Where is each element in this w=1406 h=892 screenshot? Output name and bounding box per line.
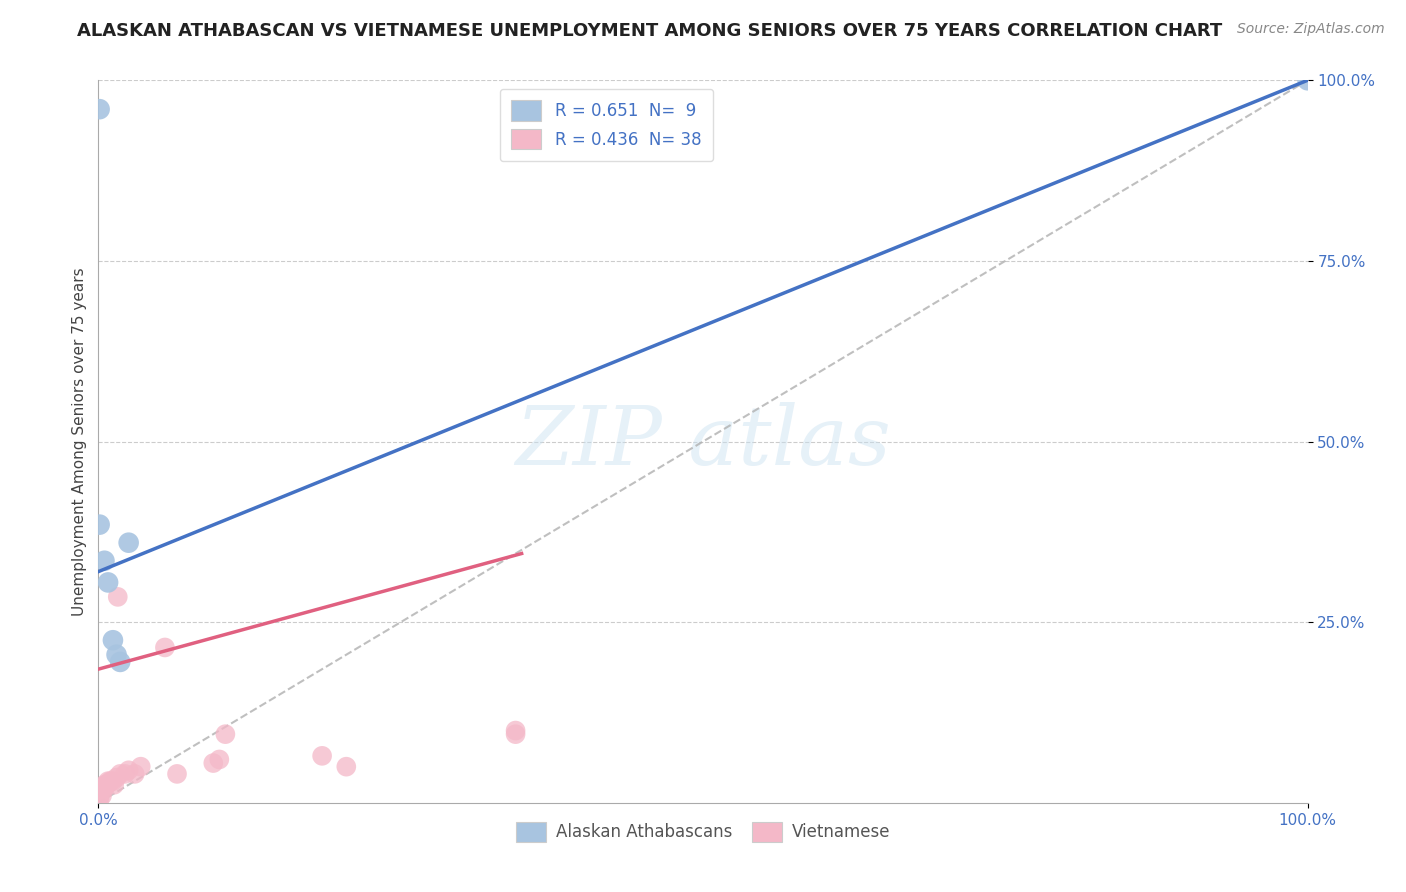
- Point: [105, 771, 128, 785]
- Point: [101, 774, 124, 789]
- Point: [107, 590, 129, 604]
- Point: [87, 789, 110, 803]
- Point: [1296, 73, 1319, 87]
- Point: [505, 727, 527, 741]
- Point: [202, 756, 225, 770]
- Text: ZIP atlas: ZIP atlas: [515, 401, 891, 482]
- Point: [335, 760, 357, 774]
- Point: [87, 790, 110, 805]
- Point: [91, 782, 114, 797]
- Point: [153, 640, 176, 655]
- Point: [90, 781, 112, 796]
- Point: [87, 792, 110, 806]
- Point: [89, 517, 111, 532]
- Point: [108, 767, 131, 781]
- Point: [89, 102, 111, 116]
- Point: [208, 752, 231, 766]
- Point: [101, 633, 124, 648]
- Point: [90, 782, 112, 797]
- Y-axis label: Unemployment Among Seniors over 75 years: Unemployment Among Seniors over 75 years: [72, 268, 87, 615]
- Point: [114, 767, 136, 781]
- Point: [166, 767, 188, 781]
- Point: [129, 760, 152, 774]
- Point: [103, 778, 125, 792]
- Point: [96, 778, 118, 792]
- Point: [93, 781, 115, 796]
- Point: [124, 767, 146, 781]
- Text: ALASKAN ATHABASCAN VS VIETNAMESE UNEMPLOYMENT AMONG SENIORS OVER 75 YEARS CORREL: ALASKAN ATHABASCAN VS VIETNAMESE UNEMPLO…: [77, 22, 1223, 40]
- Point: [89, 789, 111, 803]
- Point: [105, 648, 128, 662]
- Point: [91, 781, 114, 796]
- Point: [93, 554, 115, 568]
- Point: [98, 775, 121, 789]
- Point: [311, 748, 333, 763]
- Point: [91, 780, 114, 794]
- Point: [91, 789, 114, 803]
- Text: Source: ZipAtlas.com: Source: ZipAtlas.com: [1237, 22, 1385, 37]
- Point: [108, 655, 131, 669]
- Point: [505, 723, 527, 738]
- Legend: Alaskan Athabascans, Vietnamese: Alaskan Athabascans, Vietnamese: [509, 815, 897, 848]
- Point: [93, 778, 115, 792]
- Point: [87, 787, 110, 801]
- Point: [214, 727, 236, 741]
- Point: [89, 785, 111, 799]
- Point: [118, 535, 141, 549]
- Point: [90, 785, 112, 799]
- Point: [89, 792, 111, 806]
- Point: [118, 764, 141, 778]
- Point: [100, 774, 122, 789]
- Point: [97, 774, 120, 789]
- Point: [97, 575, 120, 590]
